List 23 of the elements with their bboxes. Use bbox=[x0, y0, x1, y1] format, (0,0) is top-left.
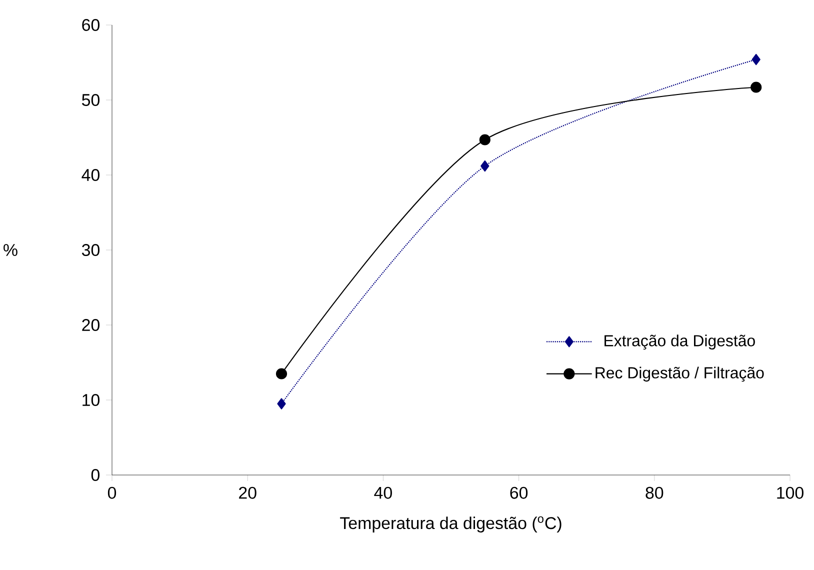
y-tick-label: 10 bbox=[82, 394, 100, 406]
point bbox=[750, 82, 762, 93]
legend-label: Rec Digestão / Filtração bbox=[596, 366, 764, 382]
point bbox=[480, 160, 490, 172]
y-tick-label: 0 bbox=[91, 469, 100, 482]
point bbox=[276, 368, 288, 380]
y-tick-label: 60 bbox=[82, 19, 100, 31]
x-tick-label: 80 bbox=[646, 486, 664, 499]
point bbox=[752, 54, 760, 66]
x-tick-label: 40 bbox=[374, 486, 392, 499]
x-tick-label: 100 bbox=[777, 486, 804, 499]
y-tick-label: 20 bbox=[82, 319, 100, 331]
x-tick-label: 20 bbox=[239, 486, 256, 499]
y-tick-label: 40 bbox=[82, 169, 100, 181]
point bbox=[479, 134, 490, 146]
x-tick-label: 60 bbox=[510, 486, 528, 499]
y-axis-title: % bbox=[4, 244, 18, 256]
point bbox=[277, 398, 286, 410]
legend-label: Extração da Digestão bbox=[604, 334, 755, 350]
y-tick-label: 30 bbox=[82, 244, 100, 256]
x-axis-title: Temperatura da digestão ($^{o}$C) bbox=[340, 516, 562, 532]
x-tick-label: 0 bbox=[108, 486, 116, 499]
y-tick-label: 50 bbox=[82, 94, 100, 106]
